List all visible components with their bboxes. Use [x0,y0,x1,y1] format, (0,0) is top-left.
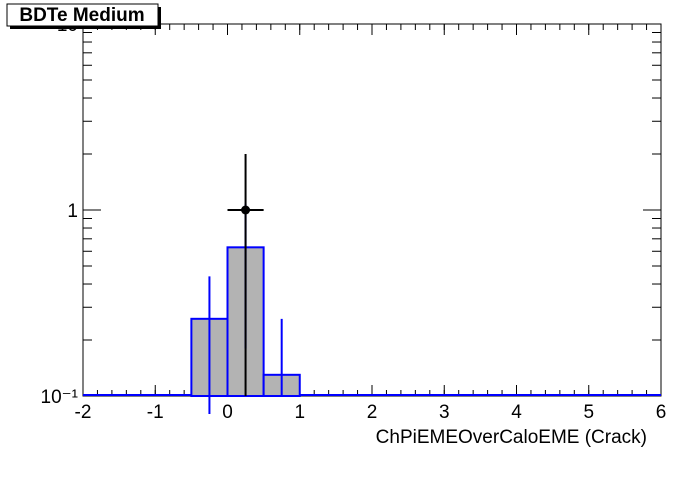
x-tick-label: -1 [147,402,164,423]
x-axis-label: ChPiEMEOverCaloEME (Crack) [376,427,647,448]
x-tick-label: 3 [439,402,450,423]
y-tick-label: 1 [67,201,78,222]
data-point [241,205,251,215]
x-tick-label: 2 [367,402,378,423]
frame [82,23,662,397]
y-tick-label: 10⁻¹ [41,387,79,408]
x-tick-label: 6 [656,402,667,423]
title-box [6,3,159,27]
x-tick-label: 5 [583,402,594,423]
x-tick-label: 0 [222,402,233,423]
x-tick-label: 1 [294,402,305,423]
x-tick-label: 4 [511,402,522,423]
chart-title: BDTe Medium [19,5,144,26]
x-tick-label: -2 [75,402,92,423]
